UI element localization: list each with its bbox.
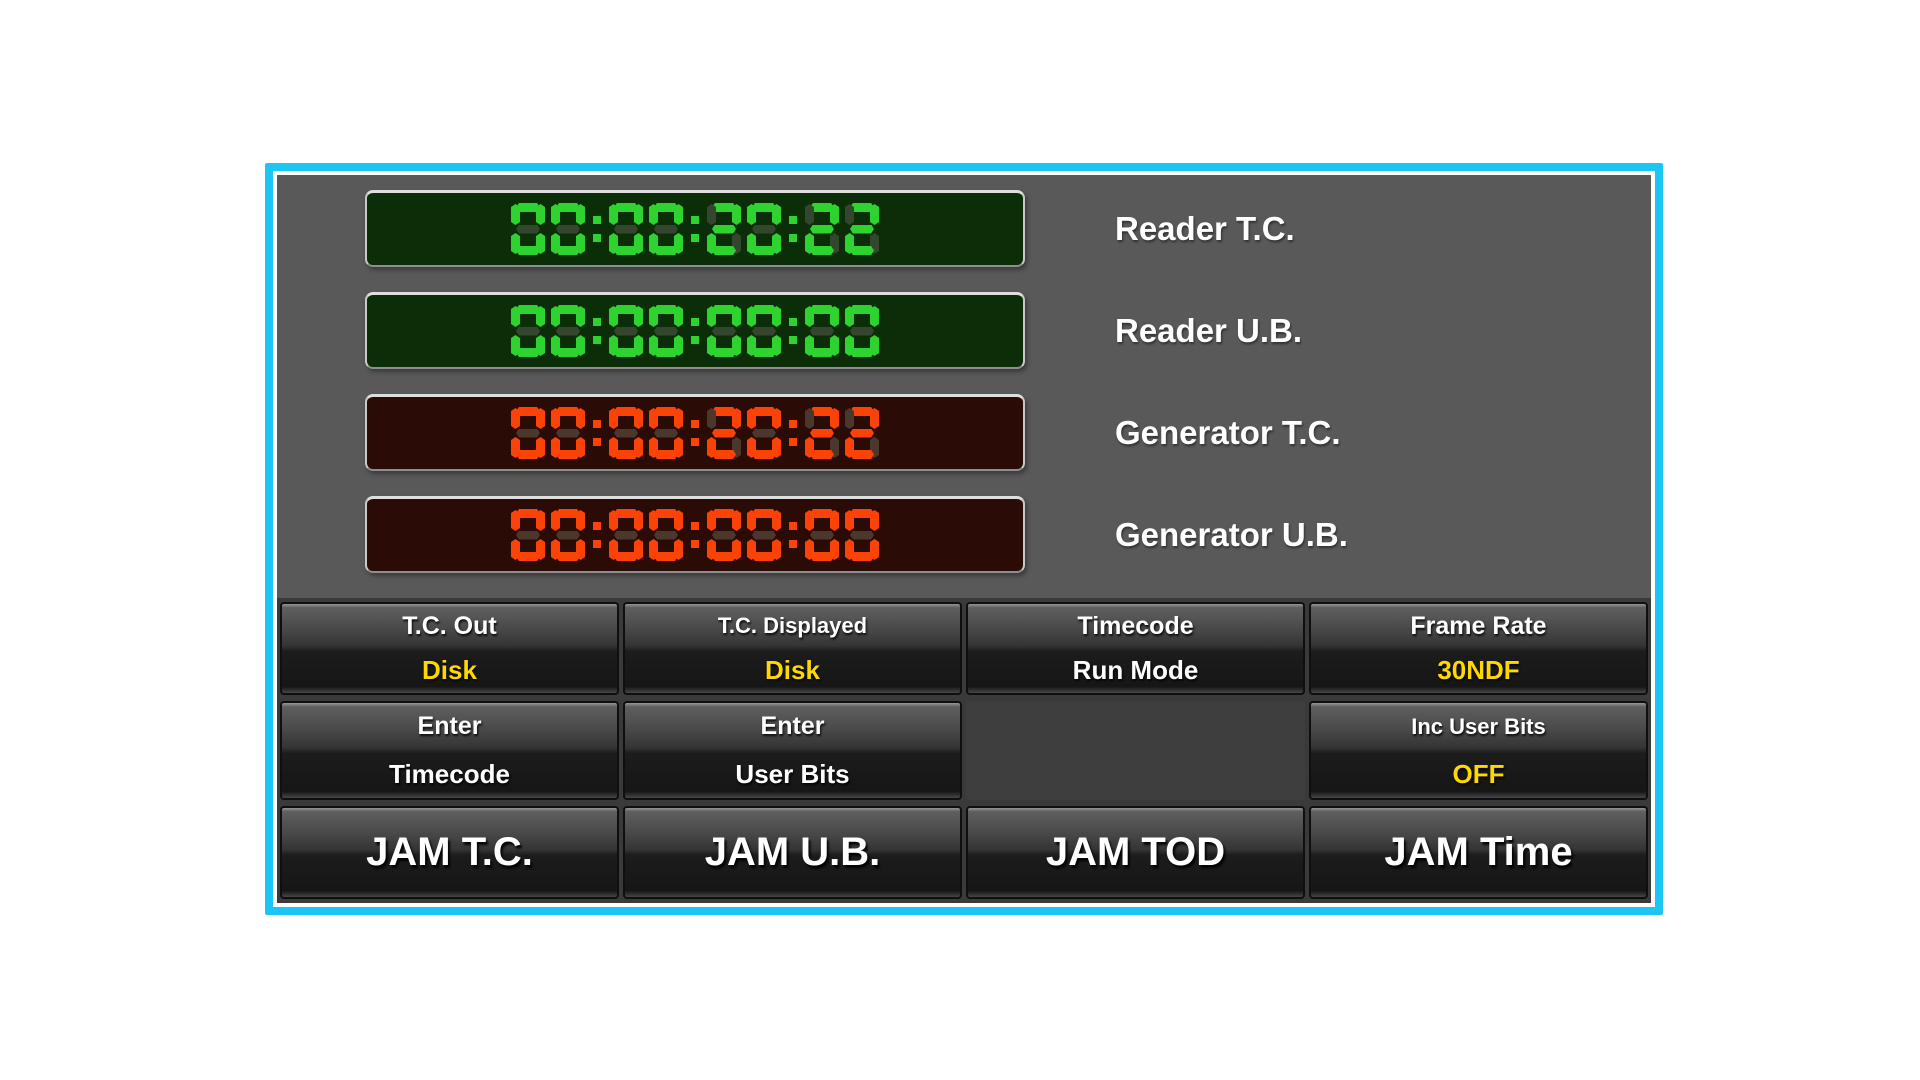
jam-tod-label: JAM TOD [1045,830,1226,875]
button-jam-ub[interactable]: JAM U.B. [623,806,962,899]
button-jam-time[interactable]: JAM Time [1309,806,1648,899]
run-mode-title: Timecode [1077,611,1194,640]
button-jam-tod[interactable]: JAM TOD [966,806,1305,899]
generator-ub-label: Generator U.B. [1115,515,1348,553]
button-tc-displayed[interactable]: T.C. Displayed Disk [623,602,962,695]
button-inc-user-bits[interactable]: Inc User Bits OFF [1309,700,1648,801]
tc-displayed-title: T.C. Displayed [717,613,868,639]
run-mode-title2: Run Mode [1072,655,1199,686]
empty-cell [966,700,1305,801]
reader-ub-row: Reader U.B. [365,292,1651,369]
generator-tc-row: Generator T.C. [365,394,1651,471]
reader-tc-row: Reader T.C. [365,190,1651,267]
inc-user-bits-title: Inc User Bits [1411,713,1546,739]
button-tc-out[interactable]: T.C. Out Disk [280,602,619,695]
reader-tc-label: Reader T.C. [1115,209,1295,247]
tc-out-value: Disk [422,655,477,686]
led-display-section: Reader T.C. Reader U.B. Generator T.C. G… [277,175,1651,598]
generator-tc-display [365,394,1025,471]
tc-out-title: T.C. Out [402,611,497,640]
button-enter-timecode[interactable]: Enter Timecode [280,700,619,801]
reader-ub-label: Reader U.B. [1115,311,1303,349]
timecode-panel: Reader T.C. Reader U.B. Generator T.C. G… [265,163,1663,915]
enter-timecode-title2: Timecode [389,758,510,789]
button-timecode-run-mode[interactable]: Timecode Run Mode [966,602,1305,695]
jam-time-label: JAM Time [1384,830,1573,875]
jam-ub-label: JAM U.B. [704,830,881,875]
generator-ub-display [365,496,1025,573]
reader-tc-display [365,190,1025,267]
button-jam-tc[interactable]: JAM T.C. [280,806,619,899]
enter-timecode-title: Enter [417,712,482,741]
tc-displayed-value: Disk [765,655,820,686]
generator-ub-row: Generator U.B. [365,496,1651,573]
jam-tc-label: JAM T.C. [366,830,533,875]
frame-rate-title: Frame Rate [1410,611,1547,640]
generator-tc-label: Generator T.C. [1115,413,1341,451]
button-frame-rate[interactable]: Frame Rate 30NDF [1309,602,1648,695]
button-enter-user-bits[interactable]: Enter User Bits [623,700,962,801]
button-grid: T.C. Out Disk T.C. Displayed Disk Timeco… [277,598,1651,903]
reader-ub-display [365,292,1025,369]
panel-inner: Reader T.C. Reader U.B. Generator T.C. G… [273,171,1655,907]
enter-user-bits-title: Enter [760,712,825,741]
inc-user-bits-value: OFF [1452,758,1505,789]
frame-rate-value: 30NDF [1437,655,1520,686]
enter-user-bits-title2: User Bits [735,758,850,789]
